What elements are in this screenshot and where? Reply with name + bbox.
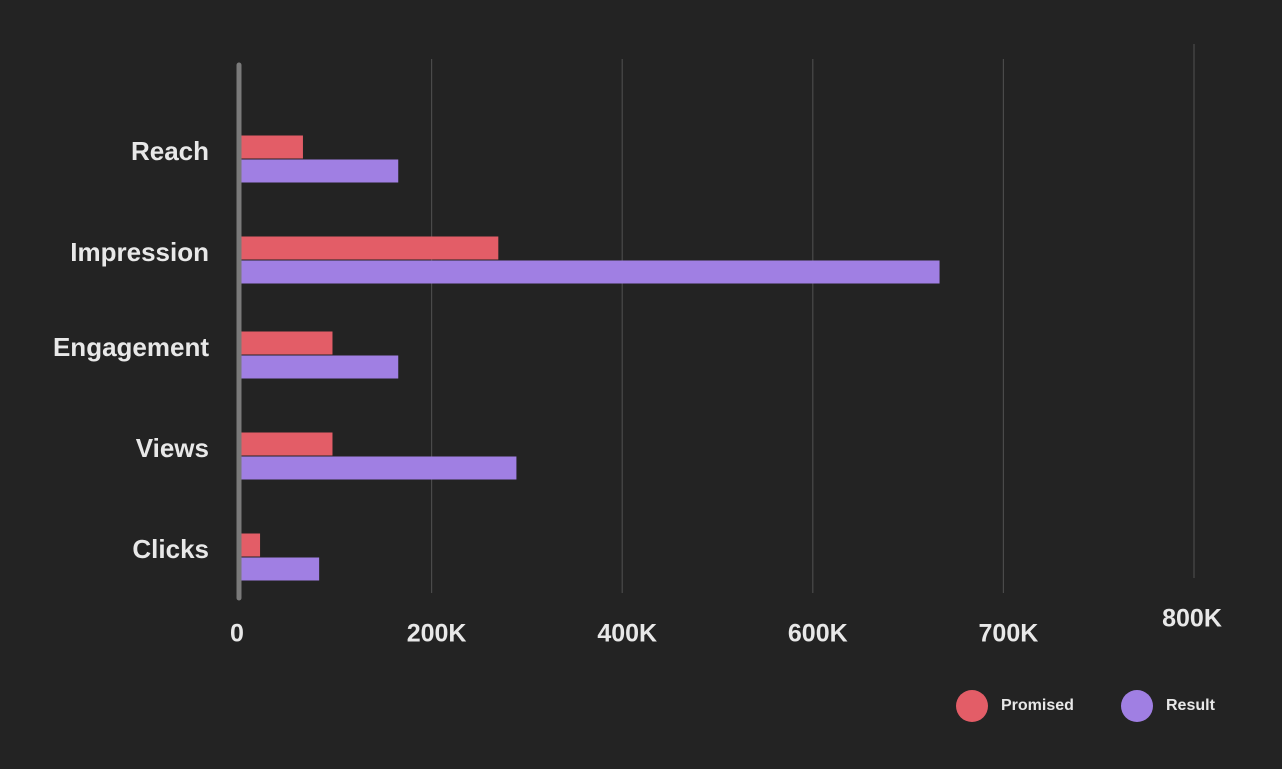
x-tick-label-200k: 200K xyxy=(407,620,467,648)
category-labels: Reach Impression Engagement Views Clicks xyxy=(53,136,209,564)
legend-swatch-promised xyxy=(956,690,988,722)
bar-promised-views xyxy=(241,432,333,456)
bars xyxy=(241,135,940,581)
legend: Promised Result xyxy=(956,690,1216,722)
category-label-clicks: Clicks xyxy=(132,534,209,564)
bar-result-engagement xyxy=(241,355,399,379)
category-label-impression: Impression xyxy=(70,237,209,267)
x-tick-labels: 0 200K 400K 600K 700K 800K xyxy=(230,605,1222,648)
legend-label-promised: Promised xyxy=(1001,697,1074,714)
bar-promised-reach xyxy=(241,135,303,159)
bar-result-impression xyxy=(241,260,940,284)
bar-result-clicks xyxy=(241,557,320,581)
category-label-engagement: Engagement xyxy=(53,332,209,362)
legend-swatch-result xyxy=(1121,690,1153,722)
bar-promised-engagement xyxy=(241,331,333,355)
category-label-views: Views xyxy=(136,433,209,463)
x-tick-label-700k: 700K xyxy=(979,620,1039,648)
x-tick-label-0: 0 xyxy=(230,620,244,648)
x-tick-label-600k: 600K xyxy=(788,620,848,648)
bar-promised-impression xyxy=(241,236,499,260)
category-label-reach: Reach xyxy=(131,136,209,166)
x-tick-label-800k: 800K xyxy=(1162,605,1222,633)
x-tick-label-400k: 400K xyxy=(597,620,657,648)
bar-result-views xyxy=(241,456,517,480)
bar-result-reach xyxy=(241,159,399,183)
bar-promised-clicks xyxy=(241,533,261,557)
legend-label-result: Result xyxy=(1166,697,1216,714)
gridlines xyxy=(431,44,1195,593)
